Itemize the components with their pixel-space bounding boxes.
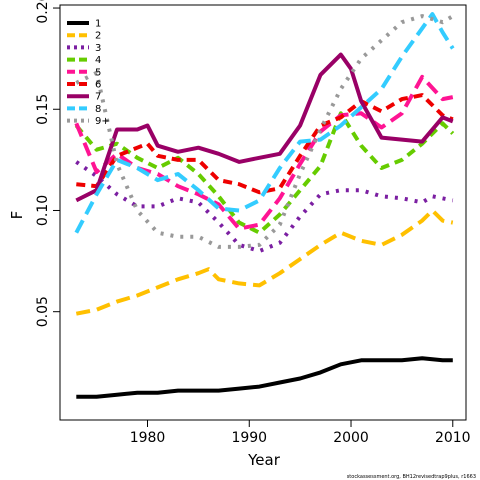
legend-label-2: 2 xyxy=(95,31,101,42)
y-axis: 0.05 0.10 0.15 0.20 xyxy=(35,0,60,327)
x-axis-title: Year xyxy=(247,451,281,469)
y-tick-label: 0.20 xyxy=(35,0,51,24)
x-tick-label: 1980 xyxy=(130,430,166,446)
legend-label-5: 5 xyxy=(95,67,101,78)
y-tick-label: 0.05 xyxy=(35,296,51,327)
y-axis-title: F xyxy=(8,211,26,220)
legend-label-9+: 9+ xyxy=(95,116,110,127)
y-tick-label: 0.15 xyxy=(35,94,51,125)
footnote: stockassessment.org, BH12revisedtrap9plu… xyxy=(347,474,476,480)
series-line-4 xyxy=(74,111,455,235)
legend-label-6: 6 xyxy=(95,80,101,91)
legend-label-4: 4 xyxy=(95,55,101,66)
x-tick-label: 1990 xyxy=(231,430,267,446)
series-line-6 xyxy=(76,93,454,195)
series-line-7 xyxy=(75,52,454,203)
plot-frame xyxy=(59,4,467,421)
legend-label-8: 8 xyxy=(95,104,101,115)
legend-label-1: 1 xyxy=(95,19,101,30)
y-tick-label: 0.10 xyxy=(35,195,51,226)
series-layer xyxy=(74,12,455,399)
x-tick-label: 2000 xyxy=(333,430,369,446)
series-line-8 xyxy=(74,12,455,234)
legend-label-3: 3 xyxy=(95,43,101,54)
x-tick-label: 2010 xyxy=(435,430,471,446)
series-line-9+ xyxy=(75,14,454,249)
series-line-2 xyxy=(75,208,454,316)
legend-label-7: 7 xyxy=(95,92,101,103)
x-axis: 1980 1990 2000 2010 xyxy=(130,420,471,446)
series-line-1 xyxy=(76,356,453,399)
